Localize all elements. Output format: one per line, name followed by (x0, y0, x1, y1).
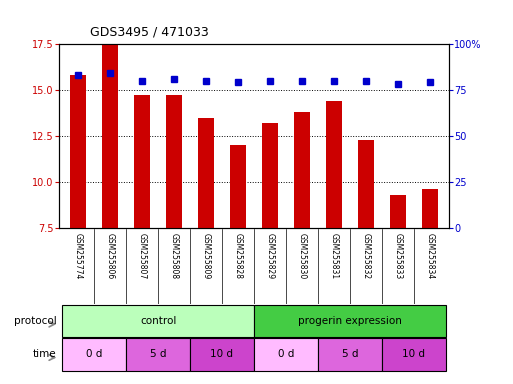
Bar (126, 338, 190, 371)
Bar (62, 305, 254, 337)
Bar (134, 95, 150, 228)
Text: 5 d: 5 d (150, 349, 166, 359)
Bar (102, 44, 118, 228)
Text: 0 d: 0 d (278, 349, 294, 359)
Text: control: control (140, 316, 176, 326)
Text: GSM255834: GSM255834 (425, 233, 434, 279)
Text: GSM255833: GSM255833 (393, 233, 402, 279)
Text: GSM255808: GSM255808 (169, 233, 179, 279)
Text: GSM255806: GSM255806 (106, 233, 114, 279)
Bar (294, 112, 310, 228)
Text: 10 d: 10 d (402, 349, 425, 359)
Text: GSM255828: GSM255828 (233, 233, 243, 279)
Bar (166, 95, 182, 228)
Bar (254, 338, 318, 371)
Bar (190, 338, 254, 371)
Text: GSM255830: GSM255830 (298, 233, 306, 279)
Text: 10 d: 10 d (210, 349, 233, 359)
Text: GSM255774: GSM255774 (74, 233, 83, 279)
Bar (318, 338, 382, 371)
Bar (62, 338, 126, 371)
Bar (358, 140, 374, 228)
Text: GSM255831: GSM255831 (329, 233, 339, 279)
Bar (422, 189, 438, 228)
Bar (390, 195, 406, 228)
Text: time: time (33, 349, 56, 359)
Text: progerin expression: progerin expression (298, 316, 402, 326)
Text: GSM255807: GSM255807 (137, 233, 147, 279)
Text: 0 d: 0 d (86, 349, 102, 359)
Bar (198, 118, 214, 228)
Bar (230, 145, 246, 228)
Bar (326, 101, 342, 228)
Text: protocol: protocol (14, 316, 56, 326)
Text: GDS3495 / 471033: GDS3495 / 471033 (90, 25, 208, 38)
Bar (382, 338, 446, 371)
Text: GSM255832: GSM255832 (361, 233, 370, 279)
Text: 5 d: 5 d (342, 349, 358, 359)
Bar (70, 75, 86, 228)
Text: GSM255809: GSM255809 (202, 233, 210, 279)
Text: GSM255829: GSM255829 (265, 233, 274, 279)
Bar (262, 123, 278, 228)
Bar (254, 305, 446, 337)
